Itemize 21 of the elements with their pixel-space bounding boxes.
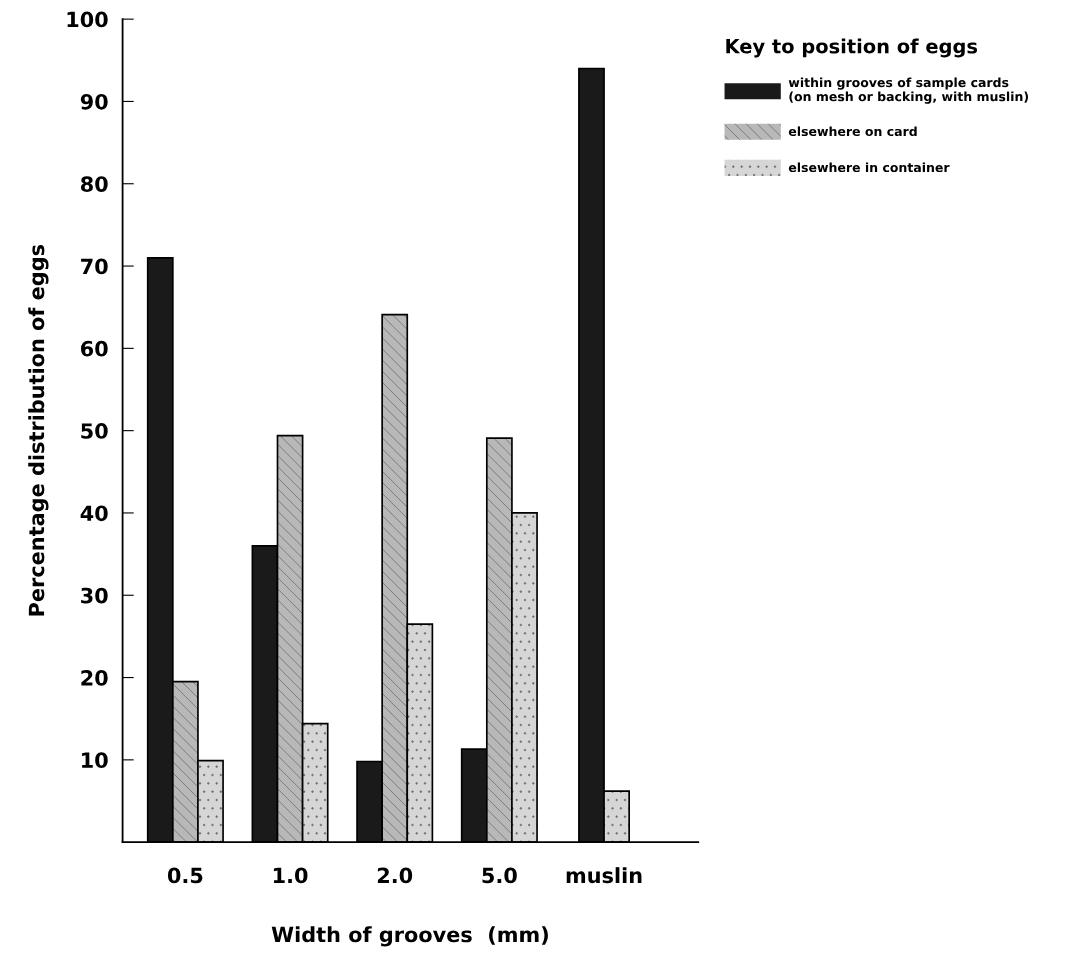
x-tick-label: 2.0 <box>377 867 413 884</box>
x-tick-label: 0.5 <box>167 867 203 884</box>
x-axis-title: Width of grooves (mm) <box>271 926 548 947</box>
y-tick-label: 30 <box>81 587 108 604</box>
x-tick-label: 5.0 <box>482 867 517 884</box>
y-tick-label: 40 <box>80 505 108 522</box>
y-tick-label: 60 <box>81 340 108 357</box>
legend-label: elsewhere in container <box>788 162 950 173</box>
y-tick-label: 100 <box>67 11 108 28</box>
x-tick-label: 1.0 <box>273 867 308 884</box>
y-tick-label: 90 <box>80 93 108 110</box>
x-tick-label: muslin <box>566 867 642 884</box>
legend-label: within grooves of sample cards (on mesh or backing, with muslin) <box>788 77 1029 104</box>
y-tick-label: 80 <box>80 176 108 192</box>
y-tick-label: 70 <box>81 258 108 275</box>
y-tick-label: 50 <box>81 423 108 439</box>
legend-title: Key to position of eggs <box>726 38 978 58</box>
y-tick-label: 20 <box>81 670 108 686</box>
legend-label: elsewhere on card <box>788 126 917 137</box>
y-axis-title: Percentage distribution of eggs <box>28 244 49 616</box>
y-tick-label: 10 <box>82 752 108 769</box>
